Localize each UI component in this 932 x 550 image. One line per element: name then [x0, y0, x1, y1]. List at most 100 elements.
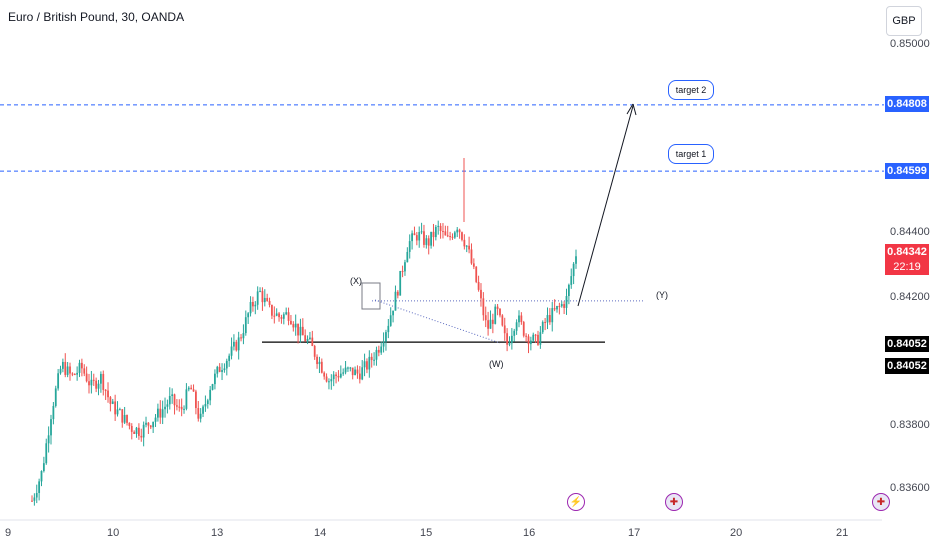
time-label: 13 [211, 527, 224, 539]
candle-body [209, 389, 212, 401]
candle-body [354, 369, 356, 376]
time-label: 10 [107, 527, 120, 539]
candle-body [133, 431, 136, 434]
candle-body [339, 373, 342, 378]
candle-body [482, 298, 485, 316]
candle-body [223, 368, 226, 371]
projection-arrow[interactable] [577, 105, 634, 307]
candle-body [202, 406, 204, 414]
candle-body [252, 301, 254, 307]
candle-body [147, 422, 150, 426]
candle-body [313, 346, 316, 357]
candle-body [375, 349, 378, 360]
candle-body [256, 291, 259, 305]
uk-flag-icon[interactable]: ✚ [665, 493, 683, 511]
price-label: 0.83600 [890, 482, 930, 494]
candle-body [80, 362, 83, 369]
candle-body [83, 368, 86, 374]
candle-body [301, 326, 304, 336]
candle-body [71, 373, 74, 375]
candle-body [244, 317, 247, 334]
candle-body [57, 373, 60, 389]
chart-title: Euro / British Pound, 30, OANDA [8, 10, 185, 24]
candle-body [195, 391, 197, 409]
candle-body [449, 236, 451, 238]
candle-body [456, 229, 459, 233]
candle-body [159, 408, 162, 418]
candle-body [363, 361, 366, 368]
candle-body [149, 425, 152, 428]
wave-y-label: (Y) [656, 290, 668, 300]
candle-body [499, 308, 501, 316]
candle-body [477, 281, 480, 290]
candle-body [563, 304, 566, 308]
lightning-icon[interactable]: ⚡ [567, 493, 585, 511]
candle-body [116, 409, 119, 415]
candle-body [430, 231, 432, 246]
candle-body [366, 361, 368, 370]
candle-body [38, 481, 41, 493]
candle-body [508, 343, 511, 345]
target1-label[interactable]: target 1 [668, 144, 714, 164]
candle-body [240, 337, 242, 339]
candle-body [259, 290, 261, 292]
wave-x-label: (X) [350, 276, 362, 286]
candle-body [513, 330, 516, 336]
candle-body [413, 233, 416, 236]
time-label: 20 [730, 527, 743, 539]
time-label: 9 [5, 527, 12, 539]
candle-body [387, 325, 390, 333]
candle-body [385, 332, 387, 342]
candle-body [525, 335, 528, 337]
candle-body [361, 367, 364, 380]
candle-body [304, 335, 307, 342]
wave-x-box[interactable] [361, 282, 381, 310]
candle-body [221, 370, 223, 372]
candle-body [104, 389, 107, 391]
candle-body [344, 367, 347, 373]
uk-flag-icon[interactable]: ✚ [872, 493, 890, 511]
candle-body [225, 360, 228, 369]
candle-body [280, 317, 283, 319]
candle-body [166, 404, 169, 407]
candle-body [404, 262, 406, 272]
candle-body [50, 419, 52, 436]
candle-body [565, 296, 568, 308]
candle-body [52, 405, 55, 420]
candle-body [356, 369, 359, 374]
target2-label[interactable]: target 2 [668, 80, 714, 100]
candle-body [446, 235, 449, 237]
wave-diagonal-line[interactable] [374, 299, 501, 344]
candle-body [560, 304, 563, 307]
candle-body [551, 308, 554, 323]
candle-body [522, 322, 525, 336]
candle-body [31, 500, 33, 502]
candle-body [261, 290, 264, 303]
candle-body [214, 373, 216, 385]
candle-body [537, 334, 539, 345]
candle-body [297, 323, 299, 336]
candle-body [465, 245, 468, 247]
candle-body [370, 356, 373, 361]
candle-body [69, 366, 71, 374]
candle-body [520, 315, 523, 323]
currency-button[interactable]: GBP [886, 6, 922, 36]
candle-body [173, 394, 176, 406]
wave-w-label: (W) [489, 359, 504, 369]
candle-body [503, 325, 506, 334]
candle-body [102, 373, 105, 390]
candle-body [527, 336, 530, 345]
candle-body [423, 231, 425, 245]
candle-body [437, 225, 440, 227]
candle-body [157, 408, 159, 418]
candle-body [432, 231, 435, 238]
candle-body [123, 414, 126, 423]
price-label: 0.84400 [890, 226, 930, 238]
candle-body [247, 313, 250, 318]
candle-body [570, 276, 573, 285]
candle-body [330, 379, 333, 382]
candle-body [237, 337, 240, 351]
candle-body [420, 231, 423, 233]
candle-body [145, 422, 147, 425]
